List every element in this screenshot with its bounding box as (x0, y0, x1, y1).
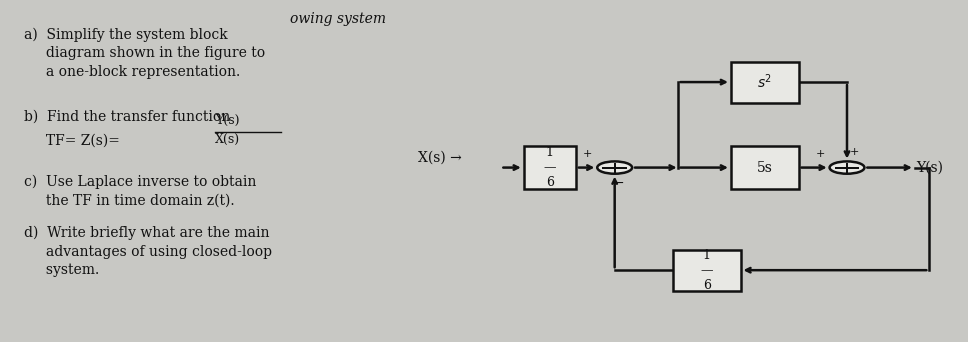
Bar (673, 250, 741, 291)
Text: −: − (614, 177, 623, 190)
Text: Y(s): Y(s) (917, 161, 944, 174)
Text: $s^2$: $s^2$ (757, 73, 772, 91)
Text: X(s) →: X(s) → (418, 150, 462, 164)
Text: 1
—
6: 1 — 6 (544, 146, 556, 189)
Text: a)  Simplify the system block
     diagram shown in the figure to
     a one-blo: a) Simplify the system block diagram sho… (24, 27, 265, 79)
Text: +: + (850, 147, 860, 157)
Text: +: + (583, 149, 592, 159)
Text: X(s): X(s) (215, 133, 240, 146)
Bar (731, 146, 799, 189)
Text: 5s: 5s (757, 161, 772, 174)
Bar (731, 62, 799, 103)
Text: b)  Find the transfer function: b) Find the transfer function (24, 109, 230, 123)
Text: d)  Write briefly what are the main
     advantages of using closed-loop
     sy: d) Write briefly what are the main advan… (24, 226, 272, 277)
Text: TF= Z(s)=: TF= Z(s)= (24, 133, 120, 147)
Bar (524, 146, 576, 189)
Circle shape (597, 161, 632, 174)
Text: +: + (815, 149, 825, 159)
Text: 1
—
6: 1 — 6 (701, 249, 712, 292)
Text: owing system: owing system (290, 12, 386, 26)
Text: c)  Use Laplace inverse to obtain
     the TF in time domain z(t).: c) Use Laplace inverse to obtain the TF … (24, 174, 257, 207)
Text: Y(s): Y(s) (215, 114, 239, 127)
Circle shape (830, 161, 864, 174)
